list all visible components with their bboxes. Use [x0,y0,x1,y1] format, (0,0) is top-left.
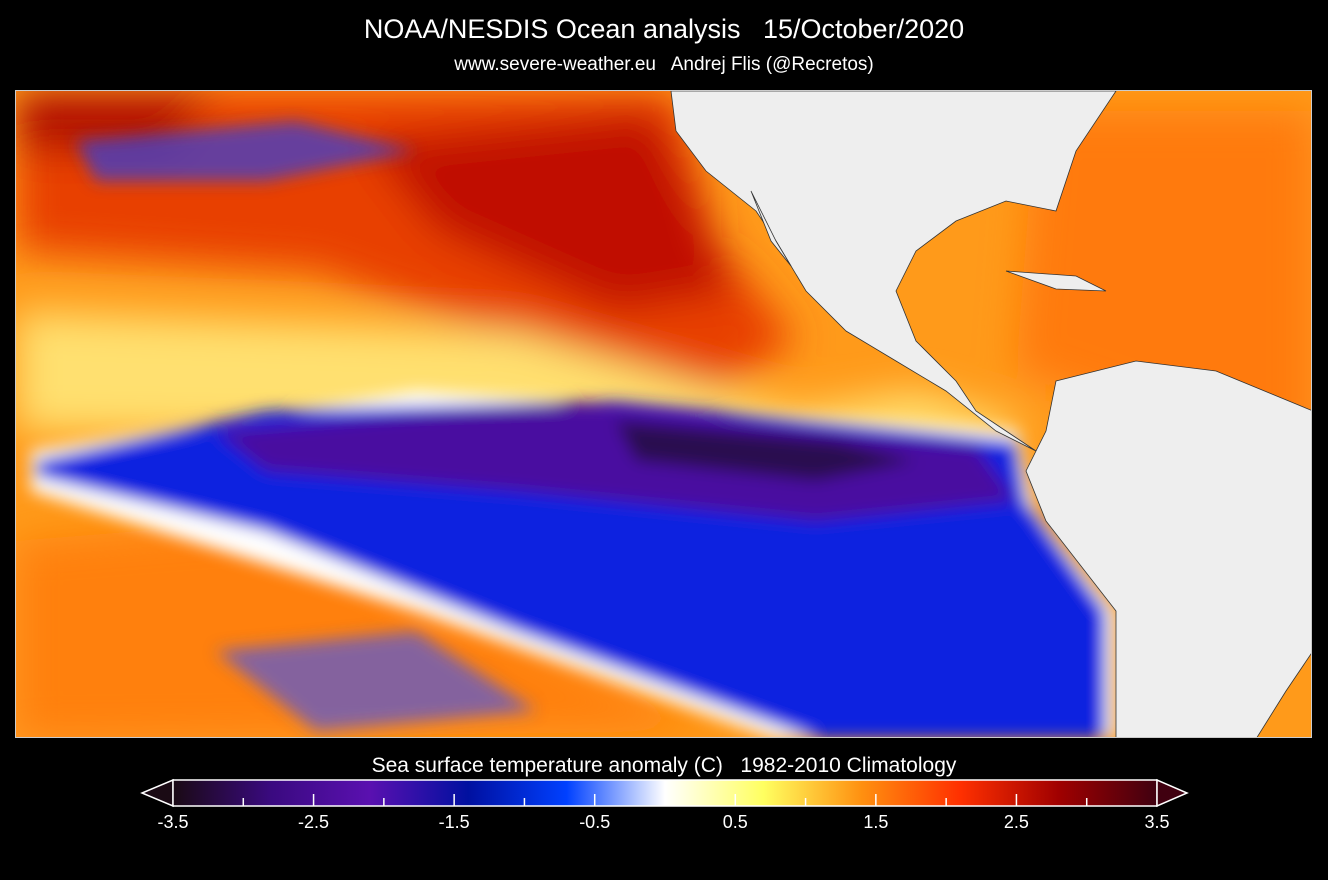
cuba-land [1005,270,1107,292]
equatorial-strong-cold-core [216,401,1016,521]
colorbar-tick-label: 2.5 [1003,812,1029,832]
south-america-land [1025,360,1311,737]
colorbar-tick-label: 0.5 [722,812,748,832]
colorbar-tick-label: -0.5 [579,812,611,832]
baja-california-land [750,190,792,267]
map-subtitle: www.severe-weather.eu Andrej Flis (@Recr… [454,54,874,75]
colorbar-title: Sea surface temperature anomaly (C) 1982… [371,754,957,777]
colorbar-low-arrow [140,778,174,808]
map-title: NOAA/NESDIS Ocean analysis 15/October/20… [363,14,965,44]
dark-cold-core [616,421,916,481]
colorbar-tick-label: -3.5 [157,812,189,832]
south-pacific-warm-region [16,521,716,737]
colorbar-tick-label: -2.5 [298,812,330,832]
sst-anomaly-map [15,90,1312,738]
colorbar-tick-label: -1.5 [438,812,470,832]
colorbar-high-arrow [1156,778,1189,808]
colorbar [140,778,1189,808]
north-pacific-hot-core [366,111,736,311]
north-blue-patches [76,121,416,181]
atlantic-warm-region [1016,111,1311,451]
colorbar-tick-label: 3.5 [1144,812,1170,832]
south-blue-patches [216,631,536,731]
colorbar-tick-label: 1.5 [863,812,889,832]
